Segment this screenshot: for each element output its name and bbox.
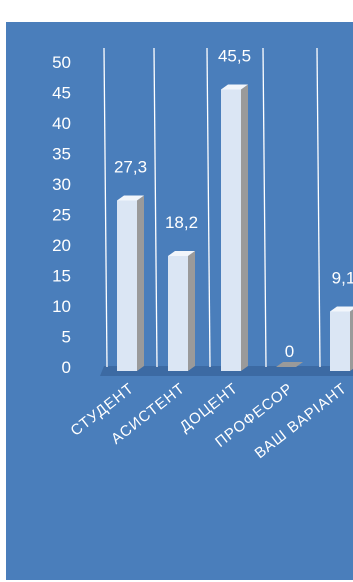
bar-top — [168, 250, 195, 256]
bar-flat — [276, 362, 303, 367]
bar-side — [241, 84, 248, 371]
bar-side — [137, 195, 144, 371]
bar-5 — [330, 306, 353, 371]
data-label-3: 45,5 — [218, 46, 251, 65]
gridline-1 — [103, 47, 108, 368]
bar-1 — [117, 195, 144, 371]
bar-front — [117, 200, 137, 371]
bar-2 — [168, 250, 195, 371]
bar-3 — [221, 84, 248, 371]
bar-side — [350, 309, 353, 371]
gridline-5 — [316, 47, 321, 368]
y-tick-label: 40 — [52, 114, 71, 133]
y-tick-label: 30 — [52, 175, 71, 194]
data-labels: 27,3 18,2 45,5 0 9,1 — [114, 46, 353, 361]
y-tick-label: 5 — [62, 328, 71, 347]
gridlines — [103, 47, 321, 368]
y-tick-label: 10 — [52, 297, 71, 316]
data-label-4: 0 — [285, 342, 294, 361]
y-tick-label: 0 — [62, 358, 71, 377]
bar-top — [330, 306, 353, 312]
bar-4 — [276, 362, 303, 367]
bar-side — [188, 250, 195, 371]
y-tick-label: 50 — [52, 53, 71, 72]
bar-front — [168, 255, 188, 371]
y-axis-ticks: 0 5 10 15 20 25 30 35 40 45 50 — [52, 53, 71, 377]
data-label-5: 9,1 — [332, 268, 353, 287]
bar-front — [221, 89, 241, 371]
bars — [117, 84, 353, 371]
y-tick-label: 15 — [52, 267, 71, 286]
gridline-2 — [153, 47, 158, 368]
gridline-3 — [206, 47, 211, 368]
y-tick-label: 45 — [52, 84, 71, 103]
y-tick-label: 25 — [52, 206, 71, 225]
bar-front — [330, 311, 350, 371]
data-label-1: 27,3 — [114, 157, 147, 176]
gridline-4 — [262, 47, 267, 368]
bar-top — [221, 84, 248, 90]
y-tick-label: 20 — [52, 236, 71, 255]
y-tick-label: 35 — [52, 145, 71, 164]
bar-top — [117, 195, 144, 201]
data-label-2: 18,2 — [165, 213, 198, 232]
